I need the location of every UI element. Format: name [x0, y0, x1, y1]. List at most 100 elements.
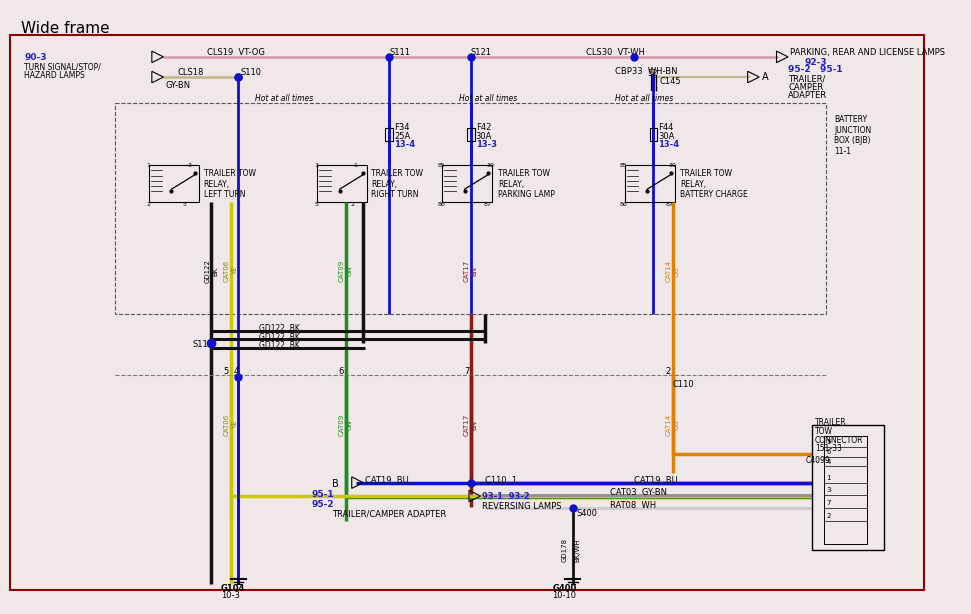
- Text: RAT08  WH: RAT08 WH: [610, 501, 656, 510]
- Text: G104: G104: [221, 585, 246, 594]
- Text: CAT19  BU: CAT19 BU: [365, 476, 409, 485]
- Text: Wide frame: Wide frame: [21, 21, 110, 36]
- Text: TRAILER: TRAILER: [815, 418, 847, 427]
- Text: C4099: C4099: [805, 456, 830, 465]
- Text: CAT03  GY-BN: CAT03 GY-BN: [610, 488, 667, 497]
- Text: GY-BN: GY-BN: [165, 81, 190, 90]
- Text: HAZARD LAMPS: HAZARD LAMPS: [24, 71, 84, 80]
- Text: TRAILER TOW
RELAY,
RIGHT TURN: TRAILER TOW RELAY, RIGHT TURN: [371, 169, 423, 199]
- Text: 3: 3: [826, 488, 831, 494]
- Text: 13-4: 13-4: [394, 141, 416, 149]
- Text: CLS19  VT-OG: CLS19 VT-OG: [207, 49, 264, 57]
- Text: Hot at all times: Hot at all times: [254, 95, 313, 103]
- Text: 4: 4: [234, 367, 239, 376]
- Text: ADAPTER: ADAPTER: [788, 91, 827, 101]
- Text: BK: BK: [213, 266, 218, 276]
- Bar: [149, 165, 199, 202]
- Text: TRAILER/: TRAILER/: [788, 74, 825, 83]
- Text: CAT17: CAT17: [464, 260, 470, 282]
- Text: 2: 2: [665, 367, 670, 376]
- Text: S113: S113: [192, 340, 214, 349]
- Text: 1: 1: [353, 163, 357, 168]
- Text: C110  1: C110 1: [486, 476, 518, 485]
- Text: 3: 3: [315, 163, 318, 168]
- Bar: [385, 128, 393, 141]
- Text: F42: F42: [476, 123, 491, 132]
- Bar: [650, 128, 657, 141]
- Text: F34: F34: [394, 123, 410, 132]
- Bar: [467, 128, 475, 141]
- Text: 5: 5: [183, 202, 186, 207]
- Text: GD122  BK: GD122 BK: [259, 333, 300, 341]
- Text: 85: 85: [437, 163, 445, 168]
- Text: 30: 30: [486, 163, 494, 168]
- Text: 30: 30: [669, 163, 677, 168]
- Text: 25A: 25A: [394, 132, 411, 141]
- Text: Hot at all times: Hot at all times: [615, 95, 673, 103]
- Text: 87: 87: [666, 202, 674, 207]
- Text: S121: S121: [471, 49, 492, 57]
- Text: 5: 5: [826, 440, 831, 445]
- Text: 2: 2: [146, 202, 151, 207]
- Text: GN: GN: [347, 266, 352, 276]
- Text: C145: C145: [659, 77, 681, 86]
- Text: 2: 2: [351, 202, 354, 207]
- Text: CONNECTOR: CONNECTOR: [815, 435, 863, 445]
- Text: 4: 4: [826, 459, 831, 465]
- Text: OG: OG: [674, 419, 680, 430]
- Text: 3: 3: [187, 163, 191, 168]
- Text: PARKING, REAR AND LICENSE LAMPS: PARKING, REAR AND LICENSE LAMPS: [790, 49, 945, 57]
- Text: GD122  BK: GD122 BK: [259, 341, 300, 351]
- Text: GD178: GD178: [562, 538, 568, 562]
- Bar: [812, 425, 885, 550]
- Text: 13-4: 13-4: [658, 141, 680, 149]
- Text: 95-2: 95-2: [312, 500, 334, 509]
- Text: 1: 1: [146, 163, 150, 168]
- Text: CAT06: CAT06: [223, 414, 230, 436]
- Text: TOW: TOW: [815, 427, 833, 436]
- Text: 5: 5: [223, 367, 228, 376]
- Text: 7: 7: [464, 367, 470, 376]
- Text: 92-3: 92-3: [804, 58, 827, 67]
- Text: 93-1  93-2: 93-1 93-2: [483, 492, 530, 501]
- Text: CAMPER: CAMPER: [788, 83, 823, 92]
- Text: BATTERY
JUNCTION
BOX (BJB)
11-1: BATTERY JUNCTION BOX (BJB) 11-1: [834, 115, 871, 156]
- Text: CAT14: CAT14: [666, 260, 672, 282]
- Text: GD122  BK: GD122 BK: [259, 324, 300, 333]
- Text: BN: BN: [472, 420, 478, 430]
- Text: 13-3: 13-3: [476, 141, 497, 149]
- Text: B: B: [331, 479, 338, 489]
- Text: S400: S400: [577, 508, 597, 518]
- Text: 85: 85: [619, 163, 627, 168]
- Text: 6: 6: [338, 367, 344, 376]
- Bar: [116, 103, 826, 314]
- Text: CBP33  WH-BN: CBP33 WH-BN: [615, 68, 678, 76]
- Text: S110: S110: [240, 68, 261, 77]
- Text: CAT19  BU: CAT19 BU: [634, 476, 678, 485]
- Text: BK/WH: BK/WH: [575, 538, 581, 562]
- Bar: [823, 437, 867, 544]
- Text: CAT06: CAT06: [223, 260, 230, 282]
- Text: 1: 1: [826, 475, 831, 481]
- Text: 2: 2: [826, 513, 831, 519]
- Text: 95-2   95-1: 95-2 95-1: [788, 64, 843, 74]
- Text: TURN SIGNAL/STOP/: TURN SIGNAL/STOP/: [24, 63, 101, 72]
- Text: GN: GN: [347, 419, 352, 430]
- Bar: [318, 165, 367, 202]
- Text: 30A: 30A: [658, 132, 675, 141]
- Text: C110: C110: [673, 380, 694, 389]
- Text: OG: OG: [674, 266, 680, 276]
- Text: 7: 7: [826, 500, 831, 506]
- Text: 6: 6: [826, 449, 831, 455]
- Text: CLS30  VT-WH: CLS30 VT-WH: [586, 49, 645, 57]
- Text: CLS18: CLS18: [178, 68, 204, 77]
- Text: 52: 52: [648, 69, 658, 79]
- Text: 5: 5: [315, 202, 318, 207]
- Text: TRAILER TOW
RELAY,
BATTERY CHARGE: TRAILER TOW RELAY, BATTERY CHARGE: [681, 169, 749, 199]
- Text: GD122: GD122: [205, 259, 211, 283]
- Text: 95-1: 95-1: [312, 491, 334, 499]
- Text: TRAILER/CAMPER ADAPTER: TRAILER/CAMPER ADAPTER: [331, 510, 446, 518]
- Bar: [442, 165, 492, 202]
- Text: CAT09: CAT09: [339, 414, 345, 436]
- Text: 10-10: 10-10: [552, 591, 577, 600]
